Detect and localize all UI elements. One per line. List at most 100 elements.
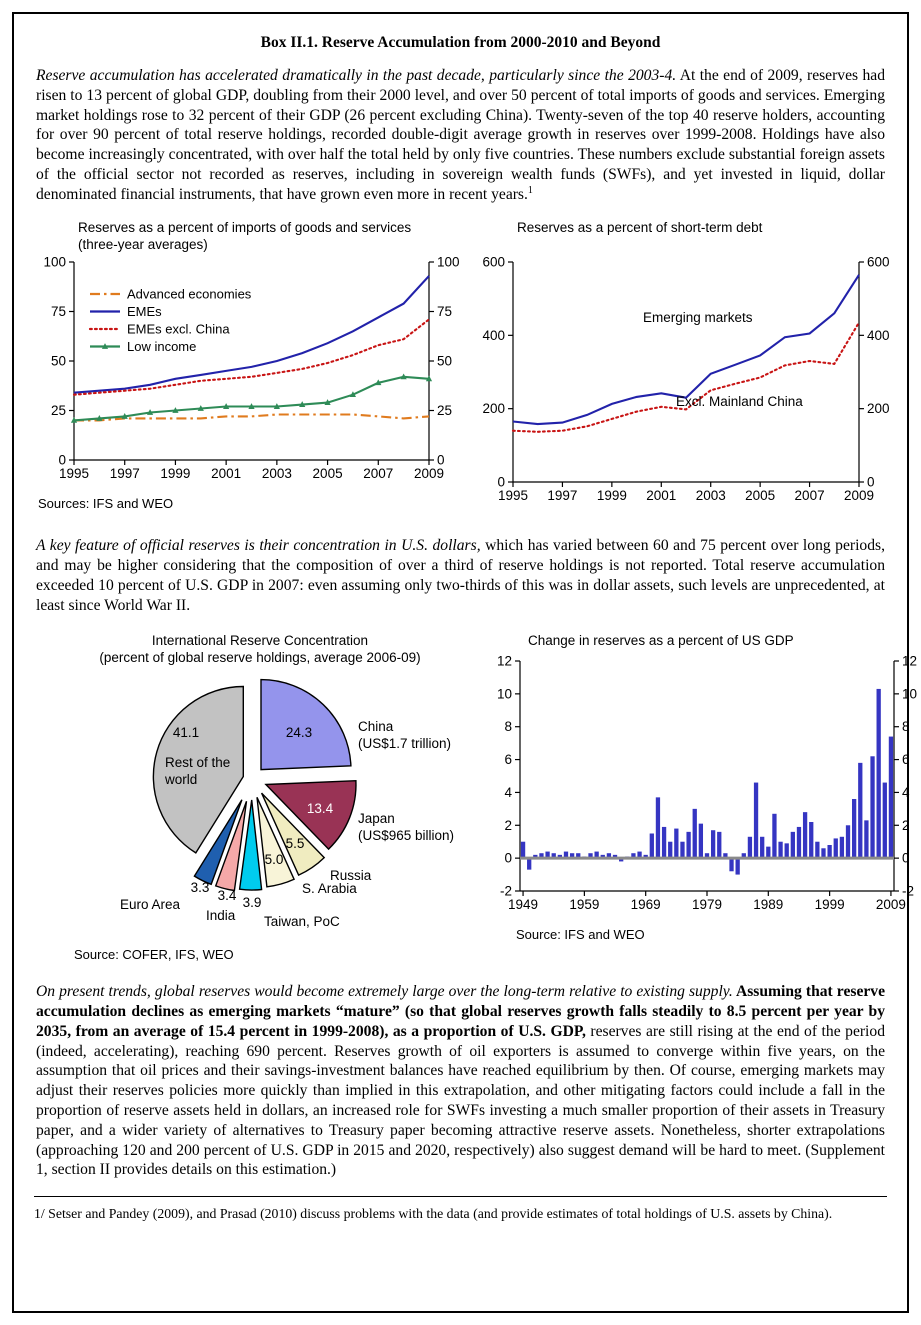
pie-source: Source: COFER, IFS, WEO [74, 947, 234, 963]
p3-bold: Assuming that reserve accumulation decli… [36, 983, 886, 1040]
svg-text:75: 75 [437, 304, 452, 319]
svg-text:25: 25 [437, 403, 452, 418]
svg-text:2: 2 [902, 818, 910, 833]
box-border: Box II.1. Reserve Accumulation from 2000… [12, 12, 917, 1313]
svg-text:1999: 1999 [815, 897, 845, 912]
svg-text:41.1: 41.1 [173, 725, 199, 740]
svg-text:0: 0 [504, 851, 512, 866]
svg-text:China: China [358, 719, 394, 734]
svg-text:6: 6 [902, 752, 910, 767]
svg-text:Euro Area: Euro Area [120, 897, 181, 912]
svg-text:Advanced economies: Advanced economies [127, 287, 252, 302]
svg-text:S. Arabia: S. Arabia [302, 881, 357, 896]
svg-text:0: 0 [437, 453, 445, 468]
svg-text:-2: -2 [902, 884, 914, 899]
pie-subtitle: (percent of global reserve holdings, ave… [99, 650, 421, 666]
svg-text:1969: 1969 [631, 897, 661, 912]
p1-lead-italic: Reserve accumulation has accelerated dra… [36, 67, 677, 84]
svg-text:Russia: Russia [330, 868, 372, 883]
svg-text:5.5: 5.5 [286, 836, 305, 851]
svg-text:2005: 2005 [313, 466, 343, 481]
chart-reserves-imports-plot: 0 0 25 25 50 50 75 75 100 100 1995 1997 1999 2001 2003… [43, 255, 460, 482]
chart-short-term-debt: Reserves as a percent of short-term debt… [471, 219, 901, 517]
svg-text:75: 75 [51, 304, 66, 319]
svg-text:2009: 2009 [414, 466, 444, 481]
svg-text:1997: 1997 [547, 488, 577, 503]
p1-body: At the end of 2009, reserves had risen t… [36, 67, 886, 203]
svg-text:50: 50 [51, 354, 66, 369]
svg-text:25: 25 [51, 403, 66, 418]
svg-text:(US$965 billion): (US$965 billion) [358, 828, 454, 843]
box-title: Box II.1. Reserve Accumulation from 2000… [260, 34, 661, 51]
svg-text:2005: 2005 [745, 488, 775, 503]
svg-text:6: 6 [504, 752, 512, 767]
svg-text:600: 600 [482, 255, 505, 270]
svg-text:2001: 2001 [211, 466, 241, 481]
p2-body: which has varied between 60 and 75 perce… [36, 537, 885, 614]
footnote-reference-1: 1 [527, 184, 533, 196]
svg-text:0: 0 [867, 475, 875, 490]
svg-text:1959: 1959 [569, 897, 599, 912]
chart-short-term-debt-title: Reserves as a percent of short-term debt [517, 219, 763, 235]
svg-text:2009: 2009 [876, 897, 906, 912]
chart-short-term-debt-plot: 0 0 200 200 400 400 600 600 1995 1997 1999 2001 2003… [482, 255, 890, 504]
svg-text:400: 400 [867, 328, 890, 343]
svg-text:1979: 1979 [692, 897, 722, 912]
svg-text:400: 400 [482, 328, 505, 343]
svg-text:India: India [206, 908, 236, 923]
svg-text:10: 10 [902, 687, 917, 702]
bar-chart-plot: -2 -2 0 0 2 2 4 4 6 6 8 8 10 10 12 12 1949 1959 1969 1979 19… [497, 654, 917, 913]
svg-text:Japan: Japan [358, 811, 395, 826]
svg-text:0: 0 [902, 851, 910, 866]
svg-text:1995: 1995 [498, 488, 528, 503]
p2-lead-italic: A key feature of official reserves is th… [36, 537, 481, 555]
chart-reserves-imports-source: Sources: IFS and WEO [38, 496, 174, 512]
svg-text:(US$1.7 trillion): (US$1.7 trillion) [358, 736, 451, 751]
paragraph-2: A key feature of official reserves is th… [36, 536, 885, 615]
svg-text:EMEs excl. China: EMEs excl. China [127, 322, 230, 337]
svg-text:world: world [164, 772, 197, 787]
svg-text:2007: 2007 [795, 488, 825, 503]
footnote: 1/ Setser and Pandey (2009), and Prasad … [34, 1196, 887, 1223]
svg-text:-2: -2 [500, 884, 512, 899]
svg-text:5.0: 5.0 [265, 852, 284, 867]
chart-reserve-concentration: International Reserve Concentration (per… [34, 632, 486, 963]
p3-lead-italic: On present trends, global reserves would… [36, 983, 733, 1001]
svg-text:2: 2 [504, 818, 512, 833]
chart-reserves-imports-title: Reserves as a percent of imports of good… [78, 219, 412, 253]
charts-row-2: International Reserve Concentration (per… [34, 632, 917, 963]
svg-text:3.4: 3.4 [218, 888, 237, 903]
svg-text:Rest of the: Rest of the [165, 755, 230, 770]
svg-text:4: 4 [902, 785, 910, 800]
svg-text:0: 0 [497, 475, 505, 490]
chart-change-in-reserves: Change in reserves as a percent of US GD… [486, 632, 921, 963]
svg-text:100: 100 [437, 255, 460, 270]
svg-text:3.3: 3.3 [191, 880, 210, 895]
svg-text:8: 8 [504, 720, 512, 735]
pie-plot: 24.3 China (US$1.7 trillion) 13.4 Japan (US$9… [120, 679, 454, 929]
svg-text:24.3: 24.3 [286, 725, 312, 740]
svg-text:12: 12 [902, 654, 917, 669]
svg-text:Taiwan, PoC: Taiwan, PoC [264, 914, 340, 929]
svg-text:4: 4 [504, 785, 512, 800]
chart-reserves-imports: Reserves as a percent of imports of good… [34, 219, 471, 517]
svg-text:Low income: Low income [127, 339, 196, 354]
svg-text:8: 8 [902, 720, 910, 735]
svg-text:2003: 2003 [696, 488, 726, 503]
paragraph-1: Reserve accumulation has accelerated dra… [36, 66, 885, 205]
charts-row-1: Reserves as a percent of imports of good… [34, 219, 890, 517]
svg-text:Emerging markets: Emerging markets [643, 310, 753, 325]
svg-text:200: 200 [482, 402, 505, 417]
svg-text:0: 0 [58, 453, 66, 468]
svg-text:10: 10 [497, 687, 512, 702]
p3-body: reserves are still rising at the end of … [36, 1022, 885, 1179]
svg-text:100: 100 [43, 255, 66, 270]
svg-text:1995: 1995 [59, 466, 89, 481]
svg-text:50: 50 [437, 354, 452, 369]
svg-text:3.9: 3.9 [243, 895, 262, 910]
pie-title: International Reserve Concentration [151, 632, 369, 648]
svg-text:2001: 2001 [646, 488, 676, 503]
paragraph-3: On present trends, global reserves would… [36, 982, 885, 1180]
svg-text:1949: 1949 [508, 897, 538, 912]
svg-text:2007: 2007 [363, 466, 393, 481]
